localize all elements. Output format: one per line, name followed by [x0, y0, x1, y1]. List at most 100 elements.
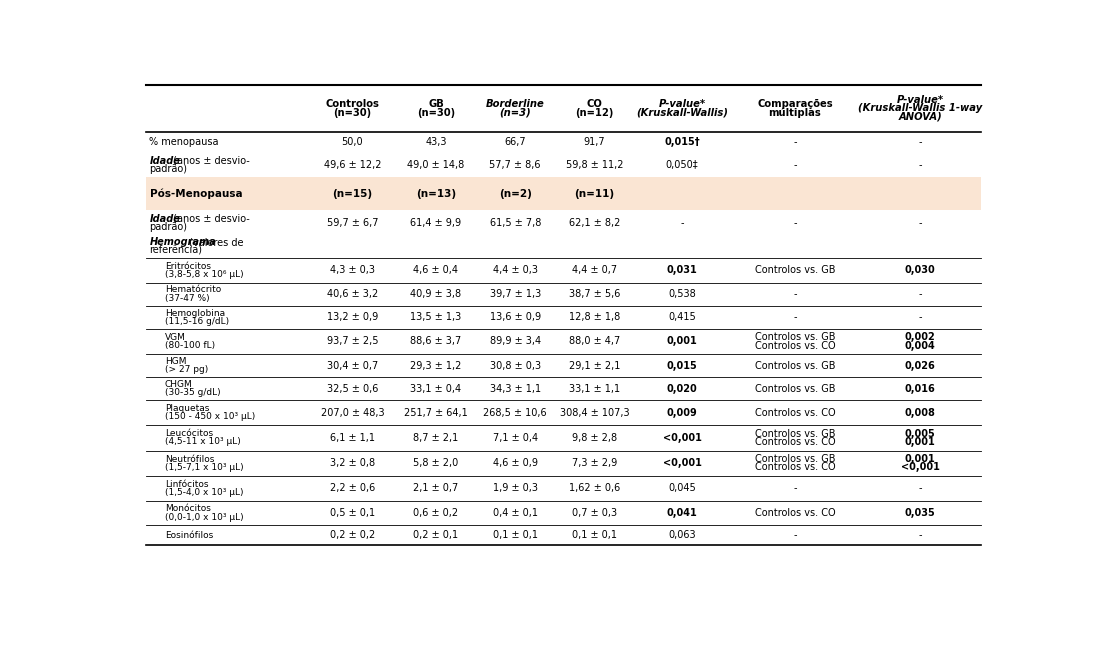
Text: 57,7 ± 8,6: 57,7 ± 8,6 — [489, 160, 541, 170]
Text: <0,001: <0,001 — [900, 462, 940, 472]
Text: 30,4 ± 0,7: 30,4 ± 0,7 — [326, 361, 378, 371]
Text: 0,2 ± 0,1: 0,2 ± 0,1 — [413, 530, 458, 540]
Text: -: - — [919, 530, 922, 540]
Text: 0,4 ± 0,1: 0,4 ± 0,1 — [492, 508, 537, 518]
Text: 0,020: 0,020 — [667, 384, 698, 394]
Text: 49,6 ± 12,2: 49,6 ± 12,2 — [324, 160, 381, 170]
Text: (n=11): (n=11) — [575, 189, 614, 199]
Text: Plaquetas: Plaquetas — [165, 404, 209, 413]
Text: (n=2): (n=2) — [499, 189, 532, 199]
Text: 40,6 ± 3,2: 40,6 ± 3,2 — [326, 289, 378, 299]
Text: (Kruskall-Wallis 1-way: (Kruskall-Wallis 1-way — [858, 104, 983, 114]
Text: <0,001: <0,001 — [663, 433, 701, 443]
Text: 89,9 ± 3,4: 89,9 ± 3,4 — [490, 336, 541, 346]
Text: 5,8 ± 2,0: 5,8 ± 2,0 — [413, 458, 458, 468]
Text: HGM: HGM — [165, 357, 186, 366]
Text: 2,1 ± 0,7: 2,1 ± 0,7 — [413, 483, 458, 493]
Text: (1,5-7,1 x 10³ µL): (1,5-7,1 x 10³ µL) — [165, 463, 243, 472]
Text: Monócitos: Monócitos — [165, 504, 211, 513]
Text: 0,415: 0,415 — [668, 312, 696, 322]
Text: 0,1 ± 0,1: 0,1 ± 0,1 — [492, 530, 537, 540]
Text: (Kruskall-Wallis): (Kruskall-Wallis) — [636, 108, 729, 118]
Text: 39,7 ± 1,3: 39,7 ± 1,3 — [490, 289, 541, 299]
Text: -: - — [919, 289, 922, 299]
Text: -: - — [919, 483, 922, 493]
Text: (n=30): (n=30) — [417, 108, 455, 118]
Text: 43,3: 43,3 — [425, 137, 446, 147]
Text: 308,4 ± 107,3: 308,4 ± 107,3 — [559, 408, 630, 418]
Text: 33,1 ± 1,1: 33,1 ± 1,1 — [569, 384, 620, 394]
Text: 88,0 ± 4,7: 88,0 ± 4,7 — [569, 336, 620, 346]
Text: 0,2 ± 0,2: 0,2 ± 0,2 — [330, 530, 375, 540]
Text: 0,001: 0,001 — [904, 437, 935, 447]
Text: 61,4 ± 9,9: 61,4 ± 9,9 — [410, 217, 462, 227]
Text: 1,9 ± 0,3: 1,9 ± 0,3 — [492, 483, 537, 493]
Text: 13,2 ± 0,9: 13,2 ± 0,9 — [326, 312, 378, 322]
Text: 49,0 ± 14,8: 49,0 ± 14,8 — [408, 160, 465, 170]
Text: ANOVA): ANOVA) — [898, 112, 942, 122]
Text: 0,026: 0,026 — [904, 361, 935, 371]
Text: Controlos vs. GB: Controlos vs. GB — [755, 429, 835, 439]
Text: Hemograma: Hemograma — [149, 237, 217, 247]
Text: 29,3 ± 1,2: 29,3 ± 1,2 — [410, 361, 462, 371]
Text: -: - — [919, 137, 922, 147]
Text: -: - — [793, 217, 797, 227]
Text: % menopausa: % menopausa — [149, 137, 219, 147]
Text: VGM: VGM — [165, 333, 186, 342]
Text: 4,3 ± 0,3: 4,3 ± 0,3 — [330, 265, 375, 275]
Text: 3,2 ± 0,8: 3,2 ± 0,8 — [330, 458, 375, 468]
Text: 29,1 ± 2,1: 29,1 ± 2,1 — [569, 361, 620, 371]
Text: 268,5 ± 10,6: 268,5 ± 10,6 — [484, 408, 547, 418]
Text: 0,008: 0,008 — [904, 408, 935, 418]
Text: (0,0-1,0 x 10³ µL): (0,0-1,0 x 10³ µL) — [165, 513, 243, 521]
Text: 7,1 ± 0,4: 7,1 ± 0,4 — [492, 433, 537, 443]
Text: (80-100 fL): (80-100 fL) — [165, 341, 214, 350]
Text: 62,1 ± 8,2: 62,1 ± 8,2 — [569, 217, 620, 227]
Text: 93,7 ± 2,5: 93,7 ± 2,5 — [326, 336, 378, 346]
Text: 0,1 ± 0,1: 0,1 ± 0,1 — [573, 530, 617, 540]
Text: 33,1 ± 0,4: 33,1 ± 0,4 — [410, 384, 462, 394]
Text: 0,050‡: 0,050‡ — [666, 160, 699, 170]
Text: 0,015†: 0,015† — [665, 137, 700, 147]
Text: 0,035: 0,035 — [904, 508, 935, 518]
Text: -: - — [919, 312, 922, 322]
Text: 91,7: 91,7 — [584, 137, 606, 147]
Text: Hemoglobina: Hemoglobina — [165, 309, 225, 318]
Text: 88,6 ± 3,7: 88,6 ± 3,7 — [410, 336, 462, 346]
Text: 61,5 ± 7,8: 61,5 ± 7,8 — [489, 217, 541, 227]
Text: 0,015: 0,015 — [667, 361, 698, 371]
Text: (37-47 %): (37-47 %) — [165, 294, 209, 303]
Text: (150 - 450 x 10³ µL): (150 - 450 x 10³ µL) — [165, 412, 255, 421]
Bar — [146, 177, 980, 210]
Text: 12,8 ± 1,8: 12,8 ± 1,8 — [569, 312, 620, 322]
Text: padrão): padrão) — [149, 221, 187, 232]
Text: 50,0: 50,0 — [342, 137, 364, 147]
Text: Controlos vs. GB: Controlos vs. GB — [755, 454, 835, 464]
Text: -: - — [793, 312, 797, 322]
Text: -: - — [793, 289, 797, 299]
Text: Controlos vs. GB: Controlos vs. GB — [755, 332, 835, 342]
Text: 40,9 ± 3,8: 40,9 ± 3,8 — [410, 289, 462, 299]
Text: Controlos vs. GB: Controlos vs. GB — [755, 265, 835, 275]
Text: 0,5 ± 0,1: 0,5 ± 0,1 — [330, 508, 375, 518]
Text: 0,005: 0,005 — [904, 429, 935, 439]
Text: (n=12): (n=12) — [576, 108, 613, 118]
Text: múltiplas: múltiplas — [768, 107, 821, 118]
Text: 4,6 ± 0,4: 4,6 ± 0,4 — [413, 265, 458, 275]
Text: 0,002: 0,002 — [904, 332, 935, 342]
Text: 6,1 ± 1,1: 6,1 ± 1,1 — [330, 433, 375, 443]
Text: P-value*: P-value* — [897, 95, 944, 105]
Text: Linfócitos: Linfócitos — [165, 480, 208, 489]
Text: Controlos vs. CO: Controlos vs. CO — [755, 462, 835, 472]
Text: (3,8-5,8 x 10⁶ µL): (3,8-5,8 x 10⁶ µL) — [165, 270, 243, 279]
Text: 0,009: 0,009 — [667, 408, 698, 418]
Text: Neutrófilos: Neutrófilos — [165, 455, 214, 464]
Text: (valores de: (valores de — [186, 237, 244, 247]
Text: (n=15): (n=15) — [332, 189, 373, 199]
Text: (n=3): (n=3) — [499, 108, 531, 118]
Text: 0,031: 0,031 — [667, 265, 698, 275]
Text: -: - — [793, 160, 797, 170]
Text: GB: GB — [429, 99, 444, 109]
Text: (30-35 g/dL): (30-35 g/dL) — [165, 388, 220, 398]
Text: 32,5 ± 0,6: 32,5 ± 0,6 — [326, 384, 378, 394]
